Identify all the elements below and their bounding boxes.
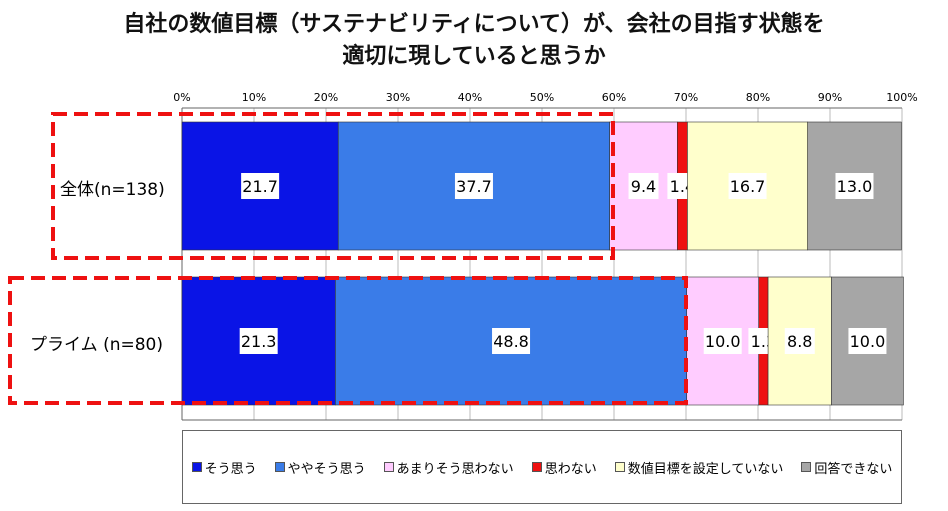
- data-label: 13.0: [837, 177, 873, 196]
- category-label-prime: プライム (n=80): [30, 335, 163, 355]
- highlight-box-all: [51, 112, 615, 260]
- legend-label: 回答できない: [814, 461, 893, 477]
- legend-label: あまりそう思わない: [396, 461, 514, 477]
- legend-item: 思わない: [531, 458, 597, 477]
- category-label-all: 全体(n=138): [60, 180, 165, 200]
- data-label: 10.0: [850, 332, 886, 351]
- data-label: 9.4: [631, 177, 656, 196]
- data-label: 21.3: [241, 332, 277, 351]
- data-label-bg: [784, 328, 815, 354]
- x-tick-label: 70%: [674, 91, 698, 104]
- x-tick-label: 30%: [386, 91, 410, 104]
- data-label-bg: [703, 328, 742, 354]
- legend-label: ややそう思う: [287, 461, 366, 477]
- legend-swatch: [383, 462, 394, 472]
- data-label-bg: [241, 173, 280, 199]
- x-tick-label: 50%: [530, 91, 554, 104]
- x-tick-label: 60%: [602, 91, 626, 104]
- legend-label: そう思う: [204, 461, 257, 477]
- data-label: 16.7: [730, 177, 766, 196]
- legend-item: 数値目標を設定していない: [614, 458, 784, 477]
- legend-swatch: [614, 462, 625, 472]
- data-label-bg: [835, 173, 874, 199]
- data-label: 8.8: [787, 332, 812, 351]
- data-label: 48.8: [493, 332, 529, 351]
- bar-segment: [609, 121, 678, 251]
- data-label-bg: [848, 328, 887, 354]
- legend-item: そう思う: [191, 458, 257, 477]
- data-label: 37.7: [456, 177, 492, 196]
- data-label: 21.7: [242, 177, 278, 196]
- highlight-box-prime: [8, 276, 688, 405]
- legend-swatch: [531, 462, 542, 472]
- x-tick-label: 90%: [818, 91, 842, 104]
- x-tick-label: 20%: [314, 91, 338, 104]
- legend-swatch: [274, 462, 285, 472]
- x-tick-label: 10%: [242, 91, 266, 104]
- legend: そう思う ややそう思う あまりそう思わない 思わない 数値目標を設定していない 回答できな…: [182, 430, 902, 504]
- legend-swatch: [801, 462, 812, 472]
- data-label-bg: [492, 328, 531, 354]
- x-tick-label: 40%: [458, 91, 482, 104]
- legend-item: あまりそう思わない: [383, 458, 514, 477]
- x-tick-label: 100%: [886, 91, 917, 104]
- data-label-bg: [728, 173, 767, 199]
- data-label-bg: [454, 173, 493, 199]
- legend-item: ややそう思う: [274, 458, 366, 477]
- data-label-bg: [628, 173, 659, 199]
- bar-segment: [337, 121, 610, 251]
- legend-swatch: [191, 462, 202, 472]
- data-label: 10.0: [705, 332, 741, 351]
- legend-label: 思わない: [544, 461, 597, 477]
- chart-title-line1: 自社の数値目標（サステナビリティについて）が、会社の目指す状態を: [123, 12, 825, 37]
- legend-label: 数値目標を設定していない: [627, 461, 784, 477]
- x-tick-label: 80%: [746, 91, 770, 104]
- legend-item: 回答できない: [801, 458, 892, 477]
- x-tick-label: 0%: [173, 91, 190, 104]
- chart-title-line2: 適切に現していると思うか: [342, 44, 606, 69]
- data-label-bg: [239, 328, 278, 354]
